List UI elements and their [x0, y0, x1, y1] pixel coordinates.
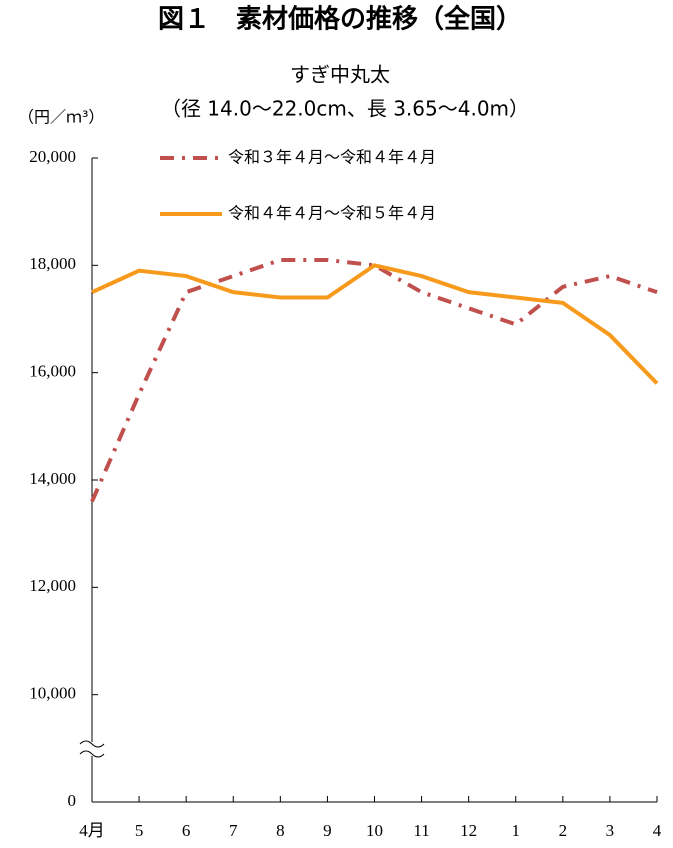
series-line	[90, 257, 658, 503]
x-tick-label: 12	[460, 821, 477, 840]
y-tick-label: 16,000	[29, 362, 76, 381]
x-tick-label: 8	[276, 821, 285, 840]
legend-label: 令和４年４月～令和５年４月	[228, 204, 436, 223]
axis-break	[79, 740, 105, 758]
x-tick-label: 3	[606, 821, 615, 840]
x-tick-label: 10	[366, 821, 383, 840]
chart-subtitle: （径 14.0～22.0cm、長 3.65～4.0m）	[161, 97, 529, 121]
chart-subtitle: すぎ中丸太	[290, 63, 390, 87]
x-tick-label: 2	[559, 821, 568, 840]
x-tick-label: 4月	[79, 821, 105, 840]
x-tick-label: 11	[413, 821, 429, 840]
y-tick-label: 12,000	[29, 576, 76, 595]
y-tick-label: 20,000	[29, 147, 76, 166]
x-tick-label: 5	[135, 821, 144, 840]
x-tick-label: 7	[229, 821, 238, 840]
y-tick-label: 0	[68, 791, 77, 810]
y-tick-label: 14,000	[29, 469, 76, 488]
y-tick-label: 18,000	[29, 254, 76, 273]
y-unit: （円／ｍ³）	[18, 108, 104, 127]
chart-title: 図１ 素材価格の推移（全国）	[158, 4, 522, 35]
series-line	[91, 263, 659, 385]
legend-label: 令和３年４月～令和４年４月	[228, 148, 436, 167]
x-tick-label: 1	[512, 821, 521, 840]
x-tick-label: 4	[653, 821, 662, 840]
x-tick-label: 9	[323, 821, 332, 840]
y-tick-label: 10,000	[29, 684, 76, 703]
x-tick-label: 6	[182, 821, 191, 840]
